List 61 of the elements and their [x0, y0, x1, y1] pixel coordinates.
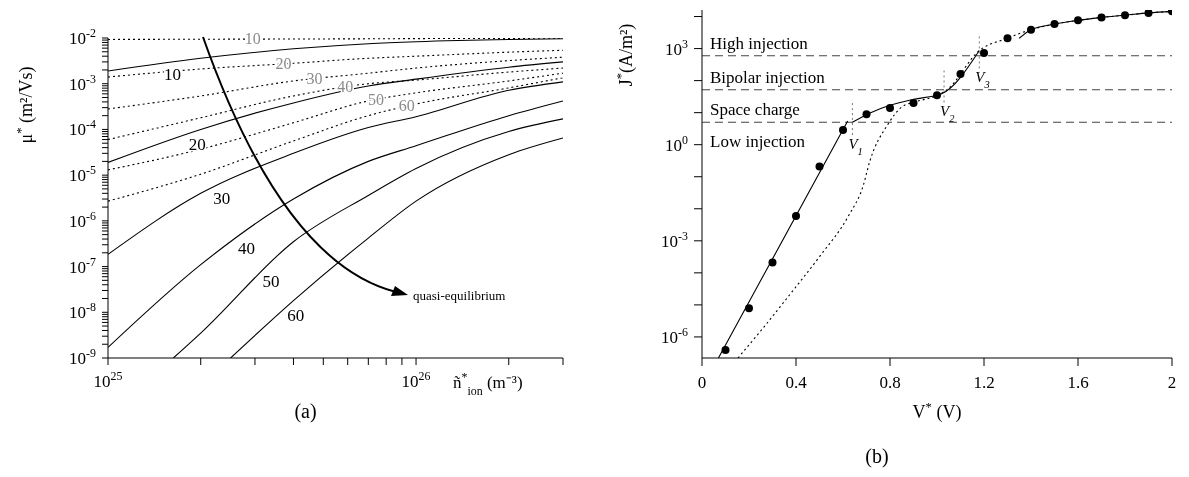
- y-tick-label: 10$^{-4}$: [69, 117, 97, 140]
- y-tick-label: 10$^{0}$: [665, 132, 689, 155]
- annotation: quasi-equilibrium: [413, 288, 506, 303]
- point: [1074, 16, 1082, 25]
- y-tick-label: 10$^{-8}$: [69, 300, 97, 323]
- y-tick-label: 10$^{-9}$: [69, 346, 97, 368]
- x-tick-label: 0.4: [785, 373, 808, 392]
- point: [1121, 11, 1129, 20]
- point: [980, 48, 988, 57]
- point: [768, 258, 777, 267]
- text: (a): [294, 400, 317, 423]
- point: [839, 126, 847, 135]
- ref-line-label: High injection: [710, 33, 809, 53]
- ref-line-label: V$_{2}$: [940, 103, 956, 124]
- point: [909, 99, 918, 108]
- series-label: 20: [188, 134, 206, 154]
- annotation: Low injection: [710, 132, 806, 152]
- x-axis-title: V$^{*}$ (V): [912, 400, 962, 423]
- x-tick-label: 1.2: [973, 373, 995, 392]
- series-label: 30: [306, 69, 323, 87]
- point: [815, 162, 824, 171]
- series-label: 40: [237, 238, 255, 258]
- y-tick-label: 10$^{-5}$: [69, 163, 97, 186]
- point: [933, 91, 941, 100]
- y-tick-label: 10$^{-6}$: [69, 208, 97, 231]
- x-axis-title: ñ$^{*}$$_{ion}$ (m⁻³): [453, 370, 523, 398]
- x-tick-label: 0: [697, 373, 707, 392]
- point: [862, 110, 871, 119]
- point: [792, 211, 800, 220]
- x-tick-label: 1.6: [1067, 373, 1089, 392]
- point: [745, 304, 753, 313]
- x-tick-label: 10$^{25}$: [93, 369, 123, 391]
- point: [1097, 13, 1106, 22]
- y-tick-label: 10$^{-7}$: [69, 254, 97, 277]
- ref-line-label: V$_{1}$: [848, 136, 863, 157]
- x-tick-label: 2: [1167, 373, 1177, 392]
- ref-line-label: V$_{3}$: [975, 69, 990, 90]
- point: [886, 103, 894, 112]
- point: [721, 346, 730, 355]
- ref-line-label: Space charge: [710, 100, 800, 120]
- point: [1144, 10, 1153, 17]
- series-label: 60: [287, 305, 305, 325]
- y-tick-label: 10$^{-3}$: [661, 228, 689, 251]
- point: [1050, 20, 1059, 29]
- series-label: 50: [368, 90, 385, 108]
- y-tick-label: 10$^{-3}$: [69, 71, 97, 94]
- series-label: 10: [164, 64, 182, 84]
- y-tick-label: 10$^{-6}$: [661, 324, 689, 347]
- x-tick-label: 10$^{26}$: [401, 369, 431, 391]
- ref-line-label: Bipolar injection: [710, 67, 826, 87]
- y-tick-label: 10$^{-2}$: [69, 26, 97, 48]
- series-label: 10: [244, 30, 261, 48]
- y-tick-label: 10$^{3}$: [665, 36, 689, 59]
- text: (b): [865, 445, 889, 468]
- point: [1003, 34, 1012, 43]
- series-label: 50: [262, 271, 280, 291]
- x-tick-label: 0.8: [879, 373, 901, 392]
- point: [956, 70, 965, 79]
- point: [1027, 25, 1035, 34]
- series-label: 60: [398, 97, 415, 115]
- series-label: 30: [213, 188, 231, 208]
